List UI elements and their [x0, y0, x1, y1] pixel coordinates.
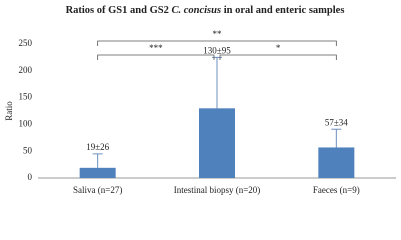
x-tick-label: Intestinal biopsy (n=20): [174, 185, 261, 195]
value-label: 130±95: [203, 45, 231, 55]
y-tick-label: 250: [19, 38, 33, 48]
bar: [79, 167, 116, 178]
y-tick-label: 100: [19, 118, 33, 128]
significance-label: **: [213, 29, 223, 39]
y-tick-label: 50: [23, 145, 33, 155]
value-label: 19±26: [86, 142, 109, 152]
title-part: Ratios of GS1 and GS2: [66, 5, 172, 16]
title-part: in oral and enteric samples: [221, 5, 344, 16]
title-part: C. concisus: [171, 5, 221, 16]
x-tick-label: Saliva (n=27): [73, 185, 122, 195]
y-tick-label: 0: [28, 172, 33, 182]
y-axis-label: Ratio: [4, 101, 14, 121]
value-label: 57±34: [325, 117, 348, 127]
significance-bracket: [97, 40, 337, 46]
significance-label: ***: [149, 43, 163, 53]
significance-label: *: [276, 43, 281, 53]
y-tick-label: 150: [19, 92, 33, 102]
x-tick-label: Faeces (n=9): [313, 185, 360, 195]
y-tick-label: 200: [19, 65, 33, 75]
bar: [318, 147, 355, 178]
page: Ratios of GS1 and GS2 C. concisus in ora…: [4, 5, 396, 196]
chart-title: Ratios of GS1 and GS2 C. concisus in ora…: [66, 5, 345, 16]
bar: [199, 108, 235, 178]
chart: Ratios of GS1 and GS2 C. concisus in ora…: [4, 5, 396, 195]
significance-bracket: [219, 54, 337, 60]
significance-bracket: [97, 54, 215, 60]
